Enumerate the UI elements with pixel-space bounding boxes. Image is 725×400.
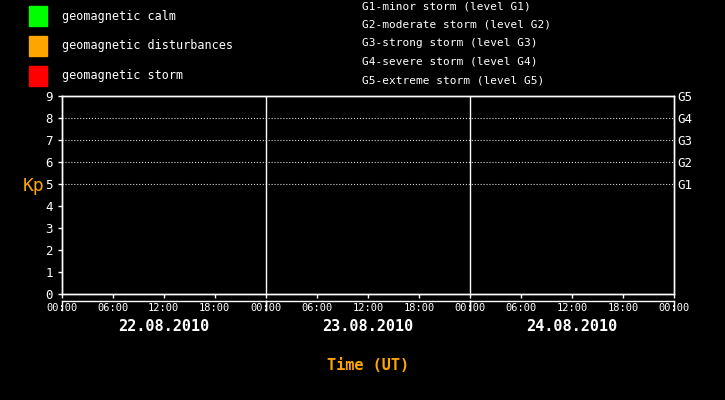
Text: 22.08.2010: 22.08.2010 [118, 319, 210, 334]
Text: 23.08.2010: 23.08.2010 [323, 319, 413, 334]
Text: geomagnetic calm: geomagnetic calm [62, 10, 175, 23]
Text: G2-moderate storm (level G2): G2-moderate storm (level G2) [362, 20, 552, 30]
Text: G1-minor storm (level G1): G1-minor storm (level G1) [362, 1, 531, 11]
Bar [29, 66, 47, 86]
Text: G5-extreme storm (level G5): G5-extreme storm (level G5) [362, 75, 544, 85]
Text: G4-severe storm (level G4): G4-severe storm (level G4) [362, 57, 538, 67]
Y-axis label: Kp: Kp [23, 177, 45, 195]
Bar [29, 6, 47, 26]
Text: geomagnetic storm: geomagnetic storm [62, 69, 183, 82]
Text: G3-strong storm (level G3): G3-strong storm (level G3) [362, 38, 538, 48]
Bar [29, 36, 47, 56]
Text: Time (UT): Time (UT) [327, 358, 409, 374]
Text: geomagnetic disturbances: geomagnetic disturbances [62, 39, 233, 52]
Text: 24.08.2010: 24.08.2010 [526, 319, 618, 334]
